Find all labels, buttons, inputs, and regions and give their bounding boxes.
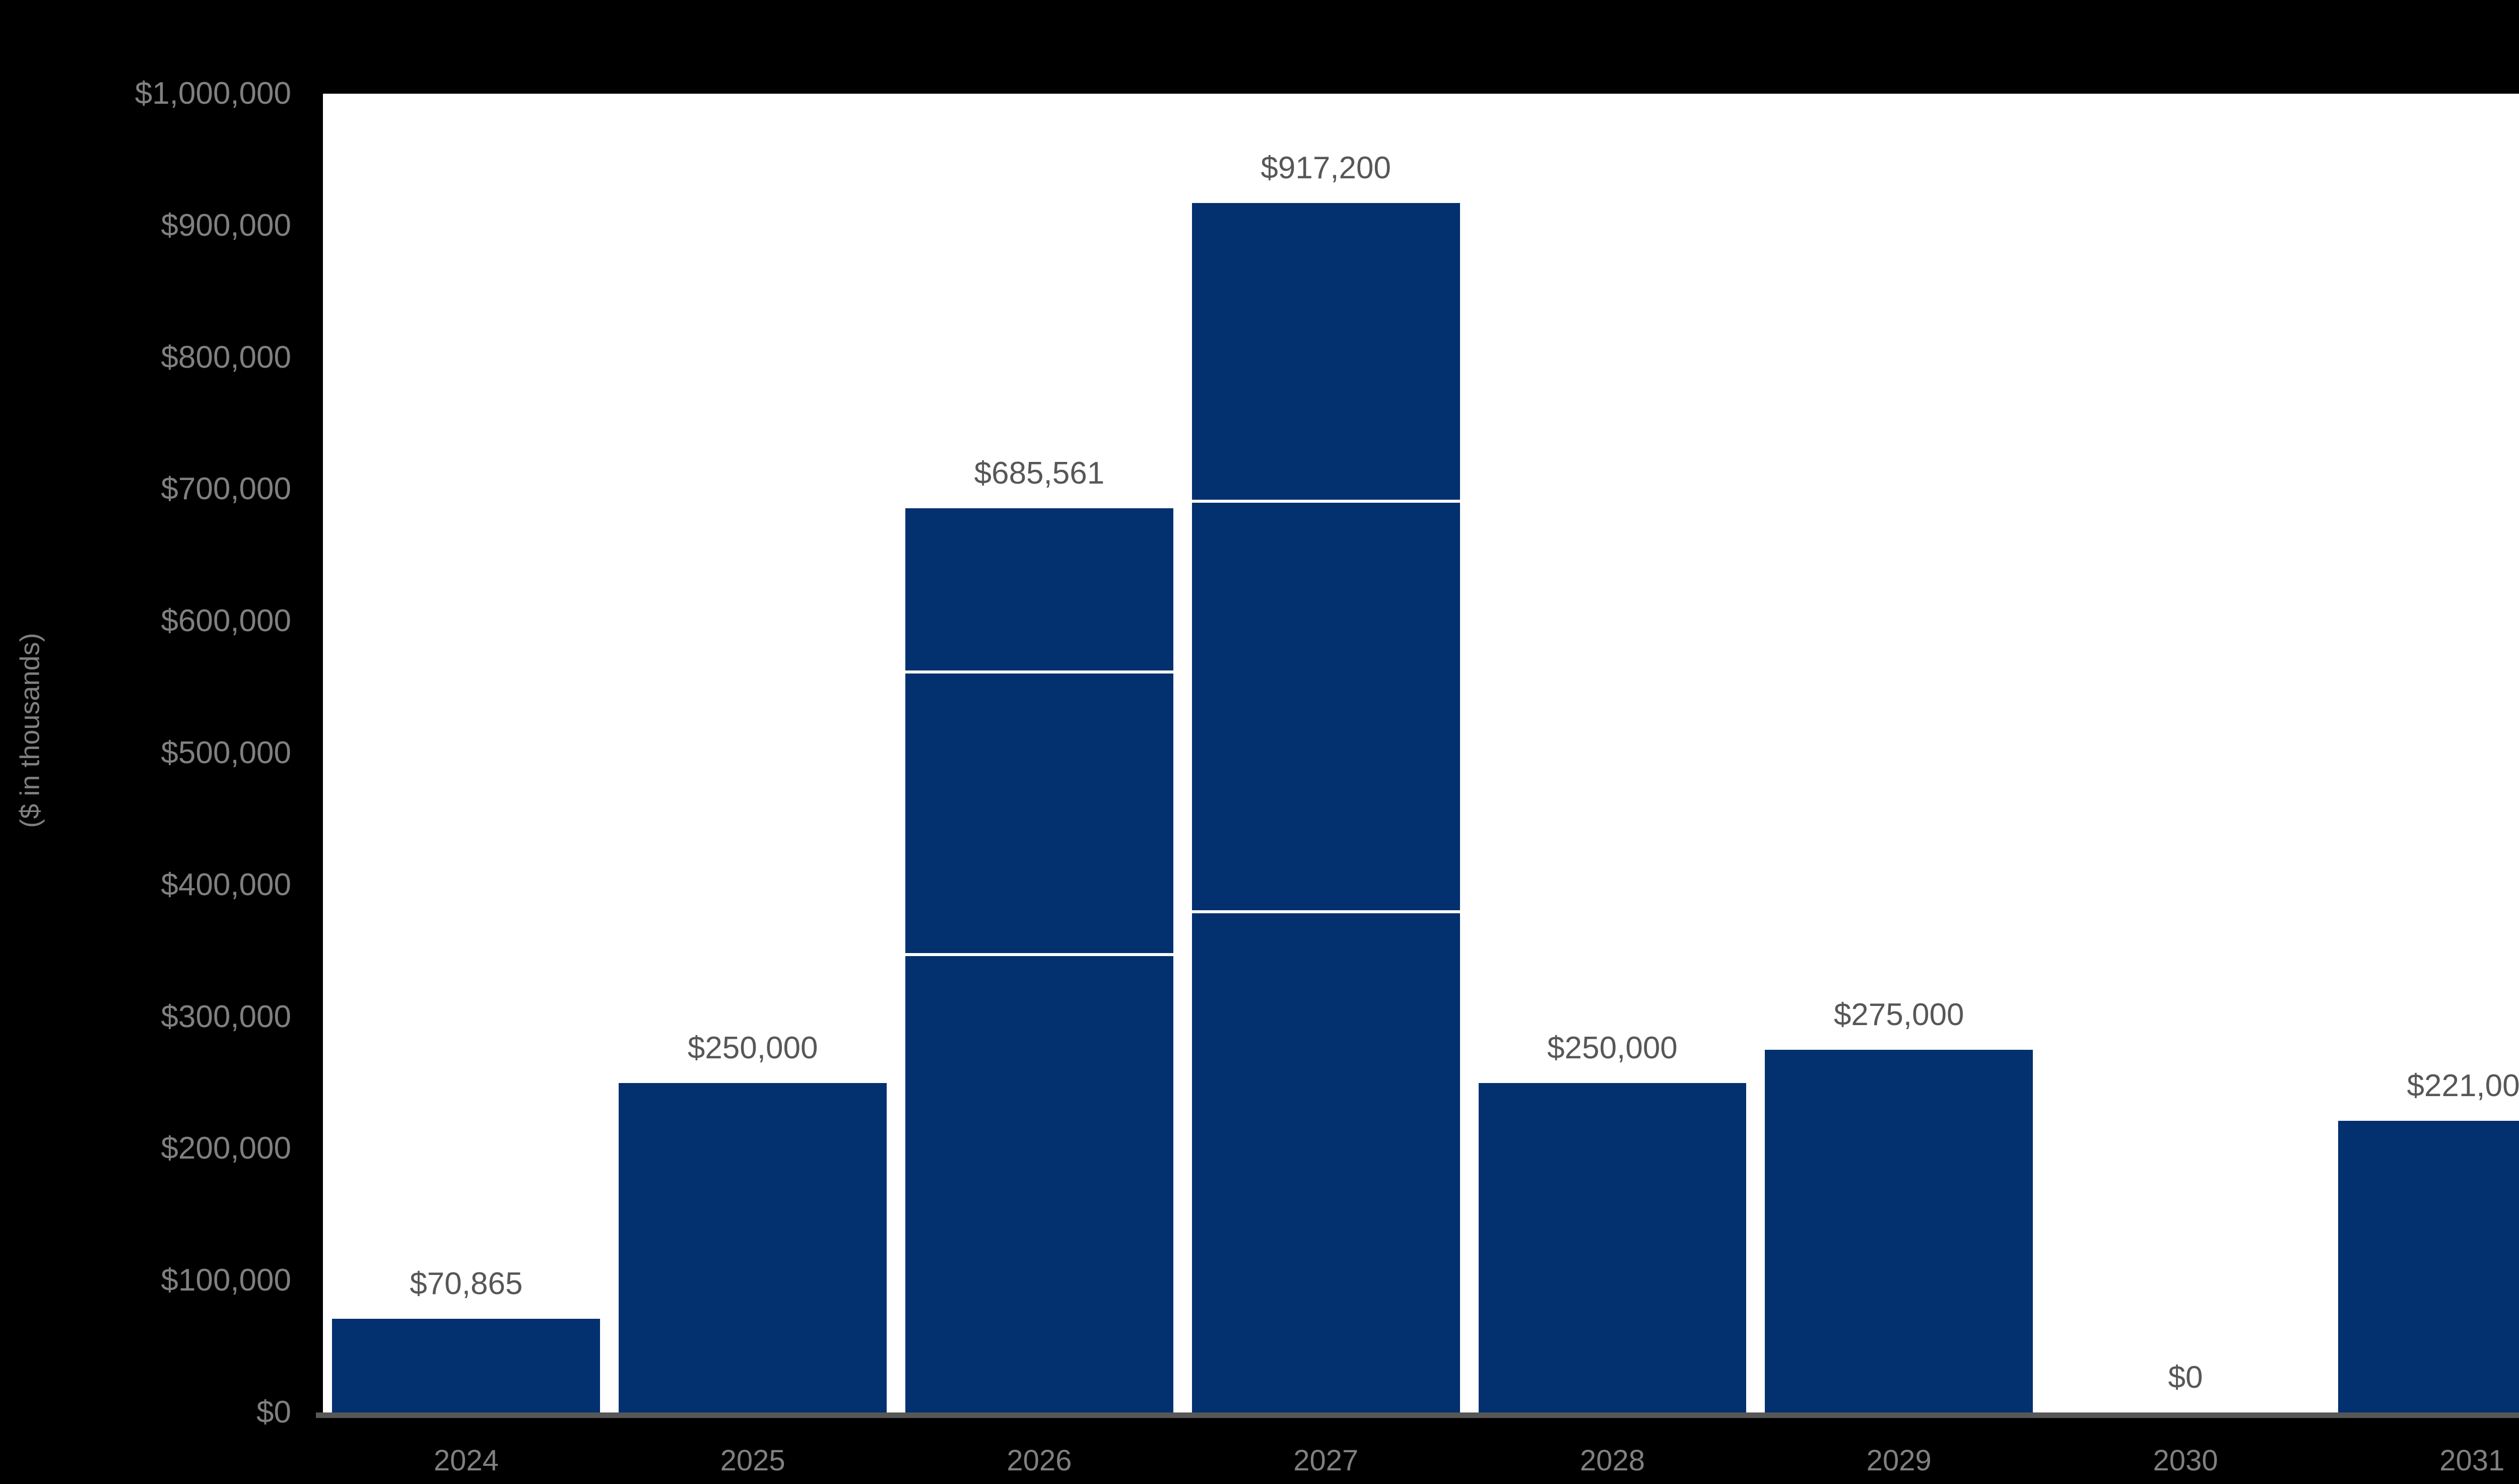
bar-value-label: $70,865 bbox=[410, 1266, 523, 1302]
x-axis-tick-label: 2027 bbox=[1293, 1444, 1359, 1477]
bar-value-label: $685,561 bbox=[974, 456, 1105, 491]
bar-group[interactable]: $221,000 bbox=[2338, 94, 2519, 1412]
bar-group[interactable]: $917,200 bbox=[1191, 94, 1460, 1412]
x-axis-tick-label: 2031 bbox=[2439, 1444, 2505, 1477]
x-axis-tick-label: 2025 bbox=[720, 1444, 785, 1477]
bar-segment[interactable] bbox=[619, 1083, 887, 1412]
bar-group[interactable]: $275,000 bbox=[1765, 94, 2033, 1412]
x-axis-tick-labels: 202420252026202720282029203020312032 bbox=[323, 1430, 2519, 1484]
bar-value-label: $275,000 bbox=[1833, 997, 1964, 1033]
x-axis-tick-label: 2030 bbox=[2153, 1444, 2218, 1477]
x-axis-line-stub bbox=[316, 1412, 324, 1418]
x-axis-tick-label: 2024 bbox=[433, 1444, 499, 1477]
bar-group[interactable]: $250,000 bbox=[619, 94, 887, 1412]
bar-group[interactable]: $685,561 bbox=[905, 94, 1173, 1412]
bar-stack[interactable] bbox=[332, 1319, 601, 1412]
bar-value-label: $250,000 bbox=[687, 1030, 818, 1065]
x-axis-line bbox=[323, 1412, 2519, 1418]
bar-segment[interactable] bbox=[1191, 203, 1460, 500]
bar-group[interactable]: $250,000 bbox=[1478, 94, 1747, 1412]
bar-stack[interactable] bbox=[1765, 1050, 2033, 1412]
bar-value-label: $221,000 bbox=[2407, 1068, 2519, 1104]
bar-segment[interactable] bbox=[1191, 910, 1460, 1412]
bar-value-label: $917,200 bbox=[1261, 150, 1391, 185]
bar-segment[interactable] bbox=[1191, 499, 1460, 910]
bar-segment[interactable] bbox=[1765, 1050, 2033, 1412]
bar-segment[interactable] bbox=[905, 670, 1173, 953]
bar-group[interactable]: $70,865 bbox=[332, 94, 601, 1412]
bar-segment[interactable] bbox=[332, 1319, 601, 1412]
bar-value-label: $250,000 bbox=[1547, 1030, 1678, 1065]
bar-segment[interactable] bbox=[2338, 1121, 2519, 1412]
bar-group[interactable]: $0 bbox=[2051, 94, 2319, 1412]
bar-stack[interactable] bbox=[905, 508, 1173, 1412]
bar-stack[interactable] bbox=[1478, 1083, 1747, 1412]
bar-stack[interactable] bbox=[2338, 1121, 2519, 1412]
x-axis-tick-label: 2026 bbox=[1007, 1444, 1072, 1477]
bar-segment[interactable] bbox=[905, 508, 1173, 671]
bar-segment[interactable] bbox=[905, 953, 1173, 1412]
bar-stack[interactable] bbox=[1191, 203, 1460, 1412]
bar-segment[interactable] bbox=[1478, 1083, 1747, 1412]
bar-stack[interactable] bbox=[619, 1083, 887, 1412]
bar-value-label: $0 bbox=[2168, 1360, 2203, 1395]
x-axis-tick-label: 2029 bbox=[1866, 1444, 1932, 1477]
bars-layer: $70,865 $250,000 $685,561 $917,200 $250,000 $… bbox=[323, 94, 2519, 1412]
x-axis-tick-label: 2028 bbox=[1579, 1444, 1645, 1477]
y-axis-tick-labels: $1,000,000 $900,000 $800,000 $700,000 $600,0… bbox=[135, 76, 291, 1430]
